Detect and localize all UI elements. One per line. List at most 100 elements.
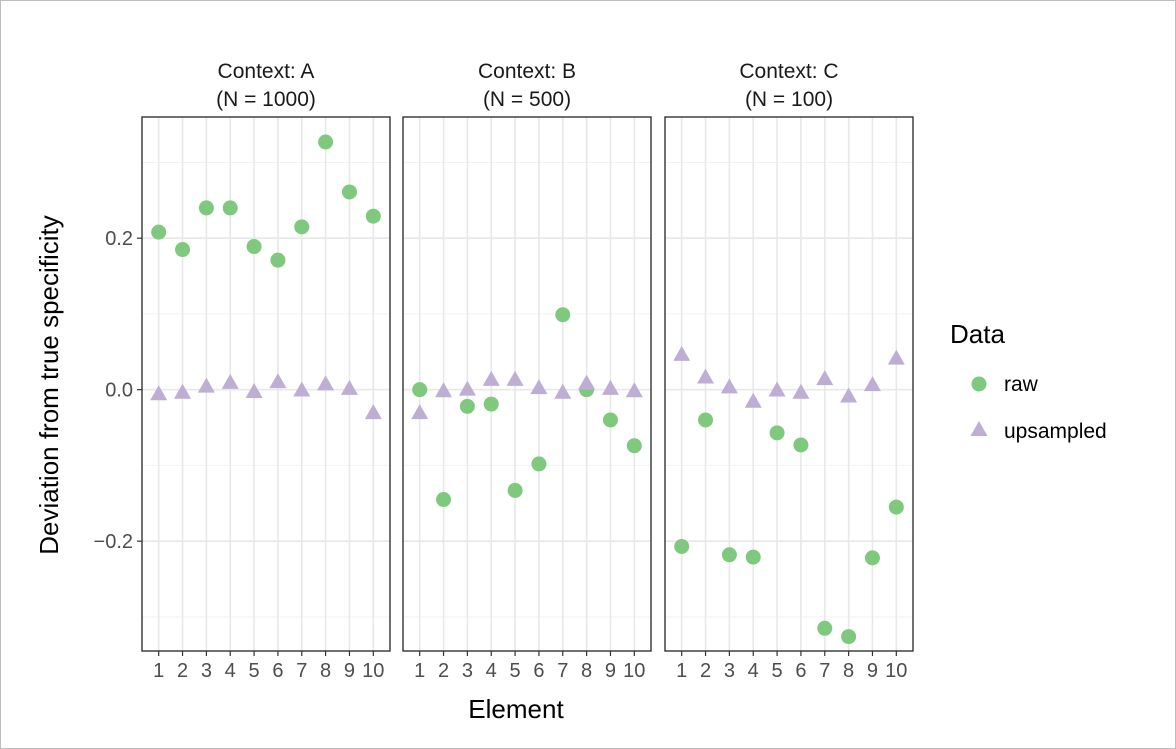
x-tick-label: 3 xyxy=(724,660,735,682)
facet-subtitle: (N = 100) xyxy=(745,88,833,111)
raw-point xyxy=(294,219,310,235)
raw-point xyxy=(602,412,618,428)
x-tick-label: 10 xyxy=(885,660,907,682)
raw-point xyxy=(365,208,381,224)
upsampled-point xyxy=(482,370,500,386)
upsampled-point xyxy=(197,377,215,393)
raw-point xyxy=(459,398,475,414)
upsampled-point xyxy=(816,370,834,386)
raw-point xyxy=(698,412,714,428)
facet-subtitle: (N = 500) xyxy=(483,88,571,111)
raw-point xyxy=(841,629,857,645)
raw-point xyxy=(817,620,833,636)
y-tick-label: 0.0 xyxy=(105,380,133,402)
x-tick-label: 3 xyxy=(462,660,473,682)
upsampled-point xyxy=(411,404,429,420)
upsampled-point xyxy=(269,373,287,389)
x-tick-label: 6 xyxy=(795,660,806,682)
x-tick-label: 9 xyxy=(605,660,616,682)
raw-point xyxy=(721,547,737,563)
raw-point xyxy=(531,456,547,472)
upsampled-point xyxy=(340,379,358,395)
y-axis-title: Deviation from true specificity xyxy=(34,215,64,555)
raw-point xyxy=(888,499,904,515)
x-tick-label: 5 xyxy=(772,660,783,682)
x-tick-label: 1 xyxy=(676,660,687,682)
upsampled-point xyxy=(506,370,524,386)
panel-border xyxy=(664,116,914,652)
x-axis-title: Element xyxy=(468,694,564,724)
x-tick-label: 1 xyxy=(153,660,164,682)
upsampled-point xyxy=(458,380,476,396)
upsampled-point xyxy=(578,374,596,390)
facet-title: Context: A xyxy=(218,60,315,83)
x-tick-label: 2 xyxy=(438,660,449,682)
legend-raw-key xyxy=(971,376,987,392)
upsampled-point xyxy=(317,375,335,391)
x-tick-label: 6 xyxy=(272,660,283,682)
upsampled-point xyxy=(840,387,858,403)
x-tick-label: 9 xyxy=(344,660,355,682)
legend-title: Data xyxy=(950,319,1005,349)
raw-point xyxy=(793,437,809,453)
raw-point xyxy=(436,492,452,508)
upsampled-point xyxy=(863,376,881,392)
panel-3: Context: C (N = 100) 1 2 3 4 5 6 7 8 9 10 xyxy=(664,60,914,682)
upsampled-point xyxy=(792,383,810,399)
y-tick-label: −0.2 xyxy=(94,531,133,553)
raw-point xyxy=(222,200,238,216)
upsampled-point xyxy=(601,379,619,395)
panel-border xyxy=(141,116,391,652)
x-tick-label: 2 xyxy=(700,660,711,682)
x-tick-label: 4 xyxy=(748,660,759,682)
y-axis: −0.2 0.0 0.2 xyxy=(94,228,142,553)
x-tick-label: 4 xyxy=(486,660,497,682)
x-tick-label: 1 xyxy=(414,660,425,682)
legend-raw-label: raw xyxy=(1004,373,1039,396)
upsampled-point xyxy=(744,392,762,408)
facet-subtitle: (N = 1000) xyxy=(216,88,316,111)
x-tick-label: 8 xyxy=(843,660,854,682)
upsampled-point xyxy=(625,382,643,398)
upsampled-point xyxy=(150,385,168,401)
raw-point xyxy=(555,307,571,323)
x-tick-label: 2 xyxy=(177,660,188,682)
raw-point xyxy=(745,549,761,565)
raw-point xyxy=(198,200,214,216)
x-tick-label: 3 xyxy=(201,660,212,682)
raw-point xyxy=(318,134,334,150)
panel-2: Context: B (N = 500) 1 2 3 4 5 6 7 8 9 10 xyxy=(402,60,652,682)
upsampled-point xyxy=(768,381,786,397)
upsampled-point xyxy=(245,382,263,398)
raw-point xyxy=(175,242,191,258)
upsampled-point xyxy=(435,382,453,398)
x-tick-label: 7 xyxy=(296,660,307,682)
facet-title: Context: B xyxy=(478,60,576,83)
x-tick-label: 10 xyxy=(362,660,384,682)
x-tick-label: 8 xyxy=(581,660,592,682)
legend: Data raw upsampled xyxy=(950,319,1107,443)
x-tick-label: 5 xyxy=(510,660,521,682)
raw-point xyxy=(270,252,286,268)
panel-background xyxy=(403,117,651,651)
upsampled-point xyxy=(554,383,572,399)
x-tick-label: 7 xyxy=(557,660,568,682)
raw-point xyxy=(151,224,167,240)
panels-layer: Context: A(N = 1000)1 2 3 4 5 6 7 8 9 10Context: … xyxy=(141,60,914,682)
x-tick-label: 10 xyxy=(623,660,645,682)
x-tick-label: 6 xyxy=(533,660,544,682)
upsampled-point xyxy=(720,378,738,394)
raw-point xyxy=(626,438,642,454)
raw-point xyxy=(246,239,262,255)
x-tick-label: 7 xyxy=(819,660,830,682)
upsampled-point xyxy=(221,373,239,389)
x-tick-label: 5 xyxy=(249,660,260,682)
raw-point xyxy=(412,382,428,398)
raw-point xyxy=(674,538,690,554)
upsampled-point xyxy=(174,383,192,399)
raw-point xyxy=(769,425,785,441)
legend-upsampled-key xyxy=(970,421,988,436)
raw-point xyxy=(864,550,880,566)
raw-point xyxy=(483,396,499,412)
raw-point xyxy=(507,482,523,498)
